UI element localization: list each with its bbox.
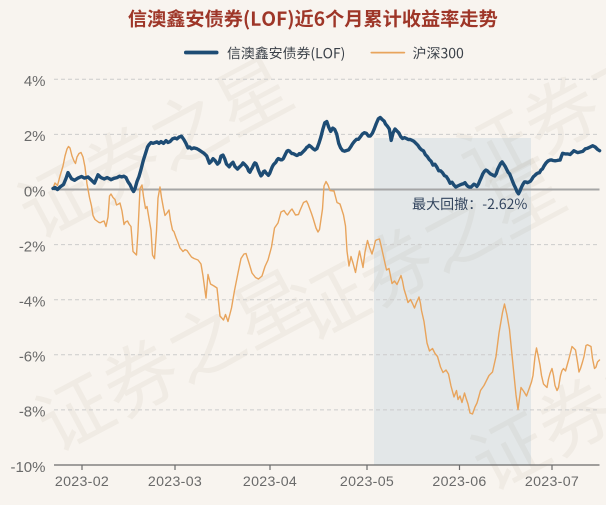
svg-text:2023-07: 2023-07	[525, 474, 579, 490]
svg-text:2023-04: 2023-04	[243, 474, 297, 490]
svg-text:4%: 4%	[24, 73, 46, 90]
svg-text:-2%: -2%	[19, 238, 46, 255]
svg-text:2%: 2%	[24, 128, 46, 145]
svg-text:2023-03: 2023-03	[148, 474, 202, 490]
svg-text:2023-02: 2023-02	[55, 474, 109, 490]
svg-text:2023-06: 2023-06	[432, 474, 486, 490]
svg-text:-8%: -8%	[19, 404, 46, 421]
svg-text:-10%: -10%	[10, 459, 45, 476]
svg-text:2023-05: 2023-05	[340, 474, 394, 490]
svg-text:-4%: -4%	[19, 294, 46, 311]
svg-text:-6%: -6%	[19, 349, 46, 366]
svg-text:0%: 0%	[24, 183, 46, 200]
